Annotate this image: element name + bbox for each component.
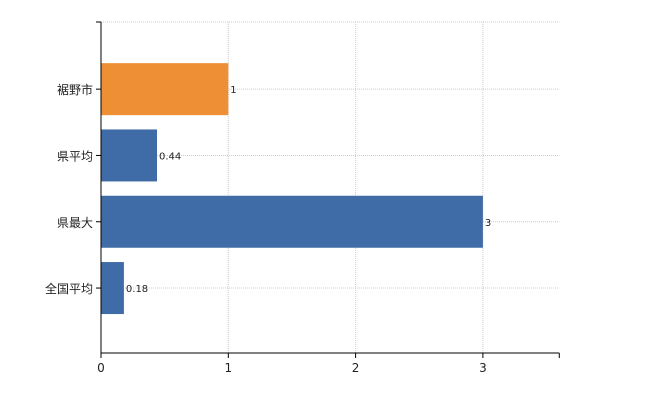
bars [101, 63, 483, 315]
bar-2 [101, 195, 483, 248]
bar-1 [101, 129, 158, 182]
axes [96, 21, 560, 358]
y-tick-label-3: 全国平均 [45, 281, 93, 296]
x-tick-label-2: 2 [352, 361, 360, 375]
data-label-0: 1 [230, 85, 236, 96]
x-tick-label-1: 1 [224, 361, 232, 375]
y-tick-label-0: 裾野市 [57, 82, 93, 97]
bar-3 [101, 262, 124, 315]
x-tick-label-3: 3 [479, 361, 487, 375]
bar-0 [101, 63, 229, 116]
labels: 1 裾野市 0.44 県平均 3 県最大 0.18 全国平均 0 1 2 3 [45, 82, 491, 375]
y-tick-label-1: 県平均 [57, 149, 93, 163]
data-label-2: 3 [485, 218, 491, 229]
data-label-3: 0.18 [126, 284, 148, 295]
y-tick-label-2: 県最大 [57, 216, 93, 230]
x-tick-label-0: 0 [97, 361, 105, 375]
data-label-1: 0.44 [159, 151, 181, 162]
